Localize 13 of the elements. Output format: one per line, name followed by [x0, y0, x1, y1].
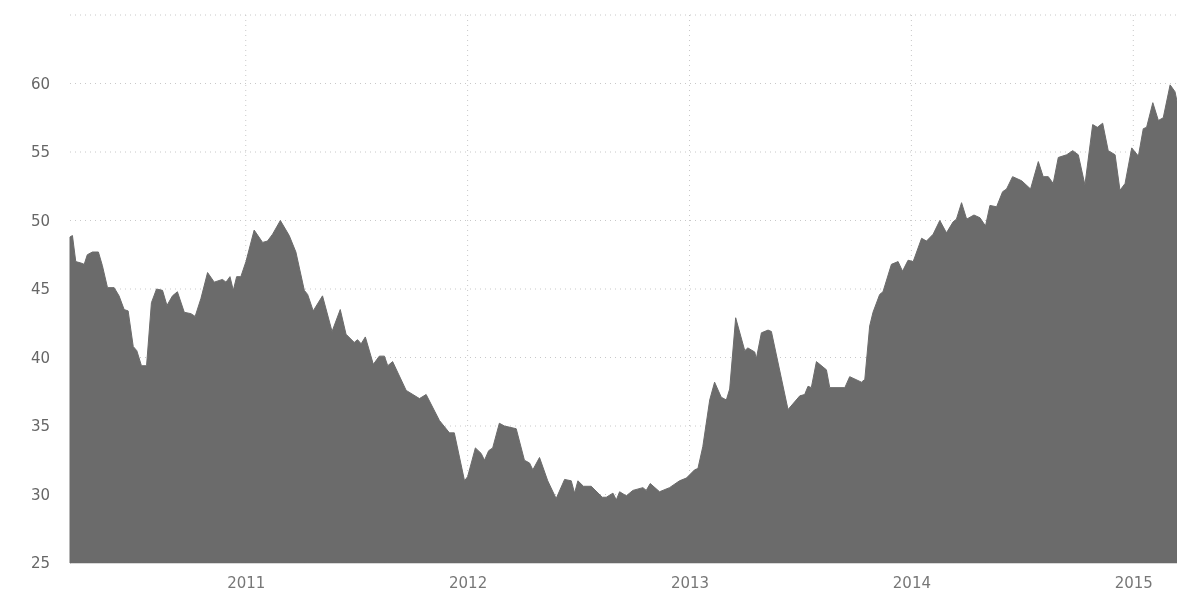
y-tick-label: 50: [30, 211, 50, 230]
y-tick-label: 40: [30, 348, 50, 367]
y-tick-label: 60: [30, 74, 50, 93]
y-tick-label: 45: [30, 280, 50, 299]
y-tick-label: 30: [30, 485, 50, 504]
y-tick-label: 35: [30, 417, 50, 436]
x-tick-label: 2015: [1114, 573, 1153, 592]
x-tick-label: 2011: [227, 573, 266, 592]
y-tick-label: 25: [30, 554, 50, 573]
x-tick-label: 2012: [449, 573, 488, 592]
x-tick-label: 2013: [670, 573, 710, 592]
x-tick-label: 2014: [892, 573, 931, 592]
y-tick-label: 55: [30, 143, 50, 162]
